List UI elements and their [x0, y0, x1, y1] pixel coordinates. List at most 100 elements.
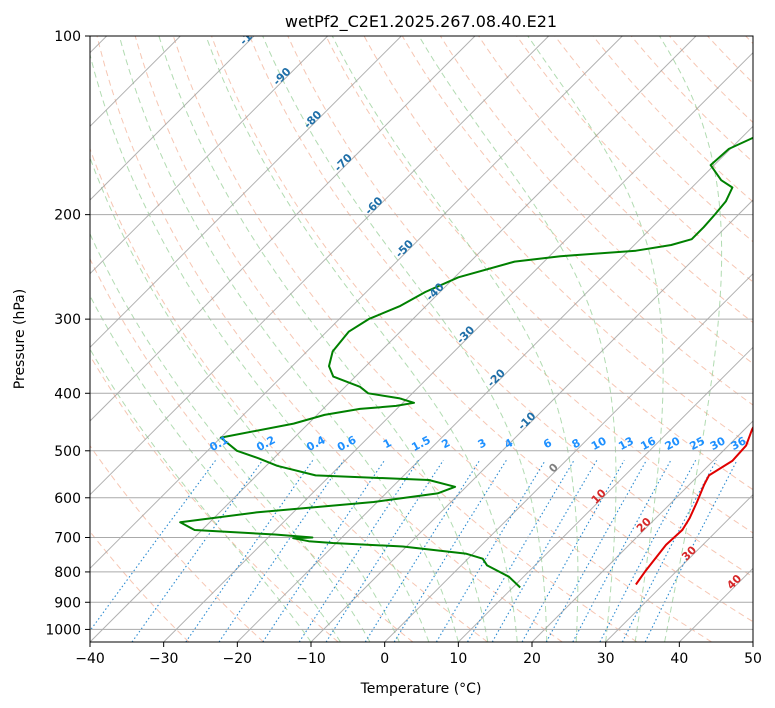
plot-frame — [89, 35, 754, 643]
mixing-ratio-line — [644, 459, 738, 642]
dry-adiabat — [90, 257, 414, 642]
dry-adiabat — [745, 36, 753, 45]
mixing-ratio-label: 13 — [616, 434, 636, 453]
dry-adiabat — [478, 36, 753, 324]
mixing-ratio-label: 8 — [570, 436, 583, 451]
mixing-ratio-line — [185, 459, 314, 642]
dewpoint-profile-line — [179, 136, 753, 589]
isotherm-label: 10 — [589, 486, 609, 506]
mixing-ratio-label: 10 — [589, 434, 609, 453]
isotherm-label: -70 — [332, 151, 355, 174]
dry-adiabat — [96, 36, 563, 642]
moist-adiabat — [527, 36, 664, 642]
isotherm-line — [605, 493, 753, 642]
dry-adiabat — [211, 36, 753, 623]
isotherm-label: -50 — [393, 237, 416, 260]
mixing-ratio-label: 30 — [708, 434, 728, 453]
x-tick-label: 10 — [449, 651, 467, 667]
dry-adiabat — [592, 36, 753, 203]
mixing-ratio-line — [262, 459, 386, 642]
moist-adiabat — [90, 294, 341, 642]
isotherm-label: -90 — [270, 65, 293, 88]
isotherm-label: -10 — [515, 409, 538, 432]
moist-adiabat — [262, 36, 548, 642]
moist-adiabat — [659, 36, 723, 642]
mixing-ratio-line — [325, 459, 444, 642]
moist-adiabat — [418, 36, 617, 642]
isotherm-label: -20 — [485, 366, 508, 389]
isotherm-line — [531, 420, 753, 642]
isotherm-line — [90, 36, 476, 422]
mixing-ratio-label: 16 — [638, 434, 658, 453]
x-tick-label: −30 — [149, 651, 179, 667]
dry-adiabat — [90, 354, 339, 642]
isotherm-line — [457, 346, 753, 642]
dry-adiabat — [554, 36, 753, 243]
mixing-ratio-label: 25 — [687, 434, 707, 453]
isotherm-line — [90, 36, 550, 496]
dry-adiabat — [90, 444, 264, 642]
mixing-ratio-line — [467, 459, 575, 642]
moist-adiabat — [331, 36, 579, 642]
isotherm-label: -60 — [362, 194, 385, 217]
moist-adiabat — [90, 348, 312, 642]
isotherm-line — [236, 125, 753, 642]
y-tick-label: 700 — [54, 531, 81, 547]
x-tick-label: 40 — [670, 651, 688, 667]
y-tick-label: 1000 — [45, 622, 81, 638]
moist-adiabat — [205, 36, 518, 642]
isotherm-line — [384, 272, 753, 642]
chart-title: wetPf2_C2E1.2025.267.08.40.E21 — [285, 12, 557, 32]
temperature-profile-line — [635, 425, 753, 586]
y-tick-label: 200 — [54, 208, 81, 224]
isotherm-line — [90, 36, 697, 642]
mixing-ratio-line — [218, 459, 345, 642]
isotherm-label: 40 — [724, 572, 744, 592]
dry-adiabat — [516, 36, 753, 283]
dry-adiabat — [401, 36, 753, 406]
isotherm-line — [90, 36, 329, 275]
x-tick-label: 20 — [523, 651, 541, 667]
x-tick-label: −20 — [223, 651, 253, 667]
mixing-ratio-label: 1 — [381, 436, 394, 451]
isotherm-label: 30 — [679, 543, 699, 563]
moist-adiabat — [158, 36, 489, 642]
moist-adiabat — [90, 52, 430, 642]
mixing-ratio-label: 20 — [663, 434, 683, 453]
dry-adiabat — [249, 36, 753, 578]
mixing-ratio-line — [364, 459, 481, 642]
mixing-ratio-label: 3 — [476, 436, 489, 451]
x-tick-label: 30 — [597, 651, 615, 667]
dry-adiabat — [707, 36, 753, 84]
x-tick-label: 0 — [380, 651, 389, 667]
mixing-ratio-label: 6 — [541, 436, 554, 451]
y-tick-label: 900 — [54, 595, 81, 611]
mixing-ratio-label: 2 — [439, 436, 452, 451]
y-tick-label: 400 — [54, 386, 81, 402]
y-axis-ticks: 100 200 300 400 500 600 700 800 900 1000 — [45, 29, 90, 638]
isotherm-label: -100 — [237, 19, 266, 48]
y-tick-label: 500 — [54, 444, 81, 460]
y-tick-label: 800 — [54, 565, 81, 581]
moist-adiabat — [90, 232, 371, 642]
dry-adiabat — [90, 530, 190, 642]
x-axis-ticks: −40 −30 −20 −10 0 10 20 30 40 50 — [75, 642, 762, 667]
x-tick-label: −10 — [296, 651, 326, 667]
dry-adiabat — [630, 36, 753, 163]
mixing-ratio-line — [572, 459, 672, 642]
mixing-ratio-line — [545, 459, 647, 642]
background-lines — [90, 36, 753, 642]
mixing-ratio-line — [131, 459, 264, 642]
mixing-ratio-line — [435, 459, 546, 642]
dry-adiabat — [439, 36, 753, 365]
dry-adiabat — [325, 36, 753, 491]
isotherm-line — [310, 199, 753, 642]
pressure-gridlines — [90, 35, 753, 630]
mixing-ratio-line — [491, 459, 598, 642]
isotherm-line — [90, 36, 623, 570]
y-tick-label: 300 — [54, 312, 81, 328]
mixing-ratio-line — [90, 459, 217, 632]
moist-adiabat — [118, 36, 459, 642]
x-tick-label: 50 — [744, 651, 762, 667]
